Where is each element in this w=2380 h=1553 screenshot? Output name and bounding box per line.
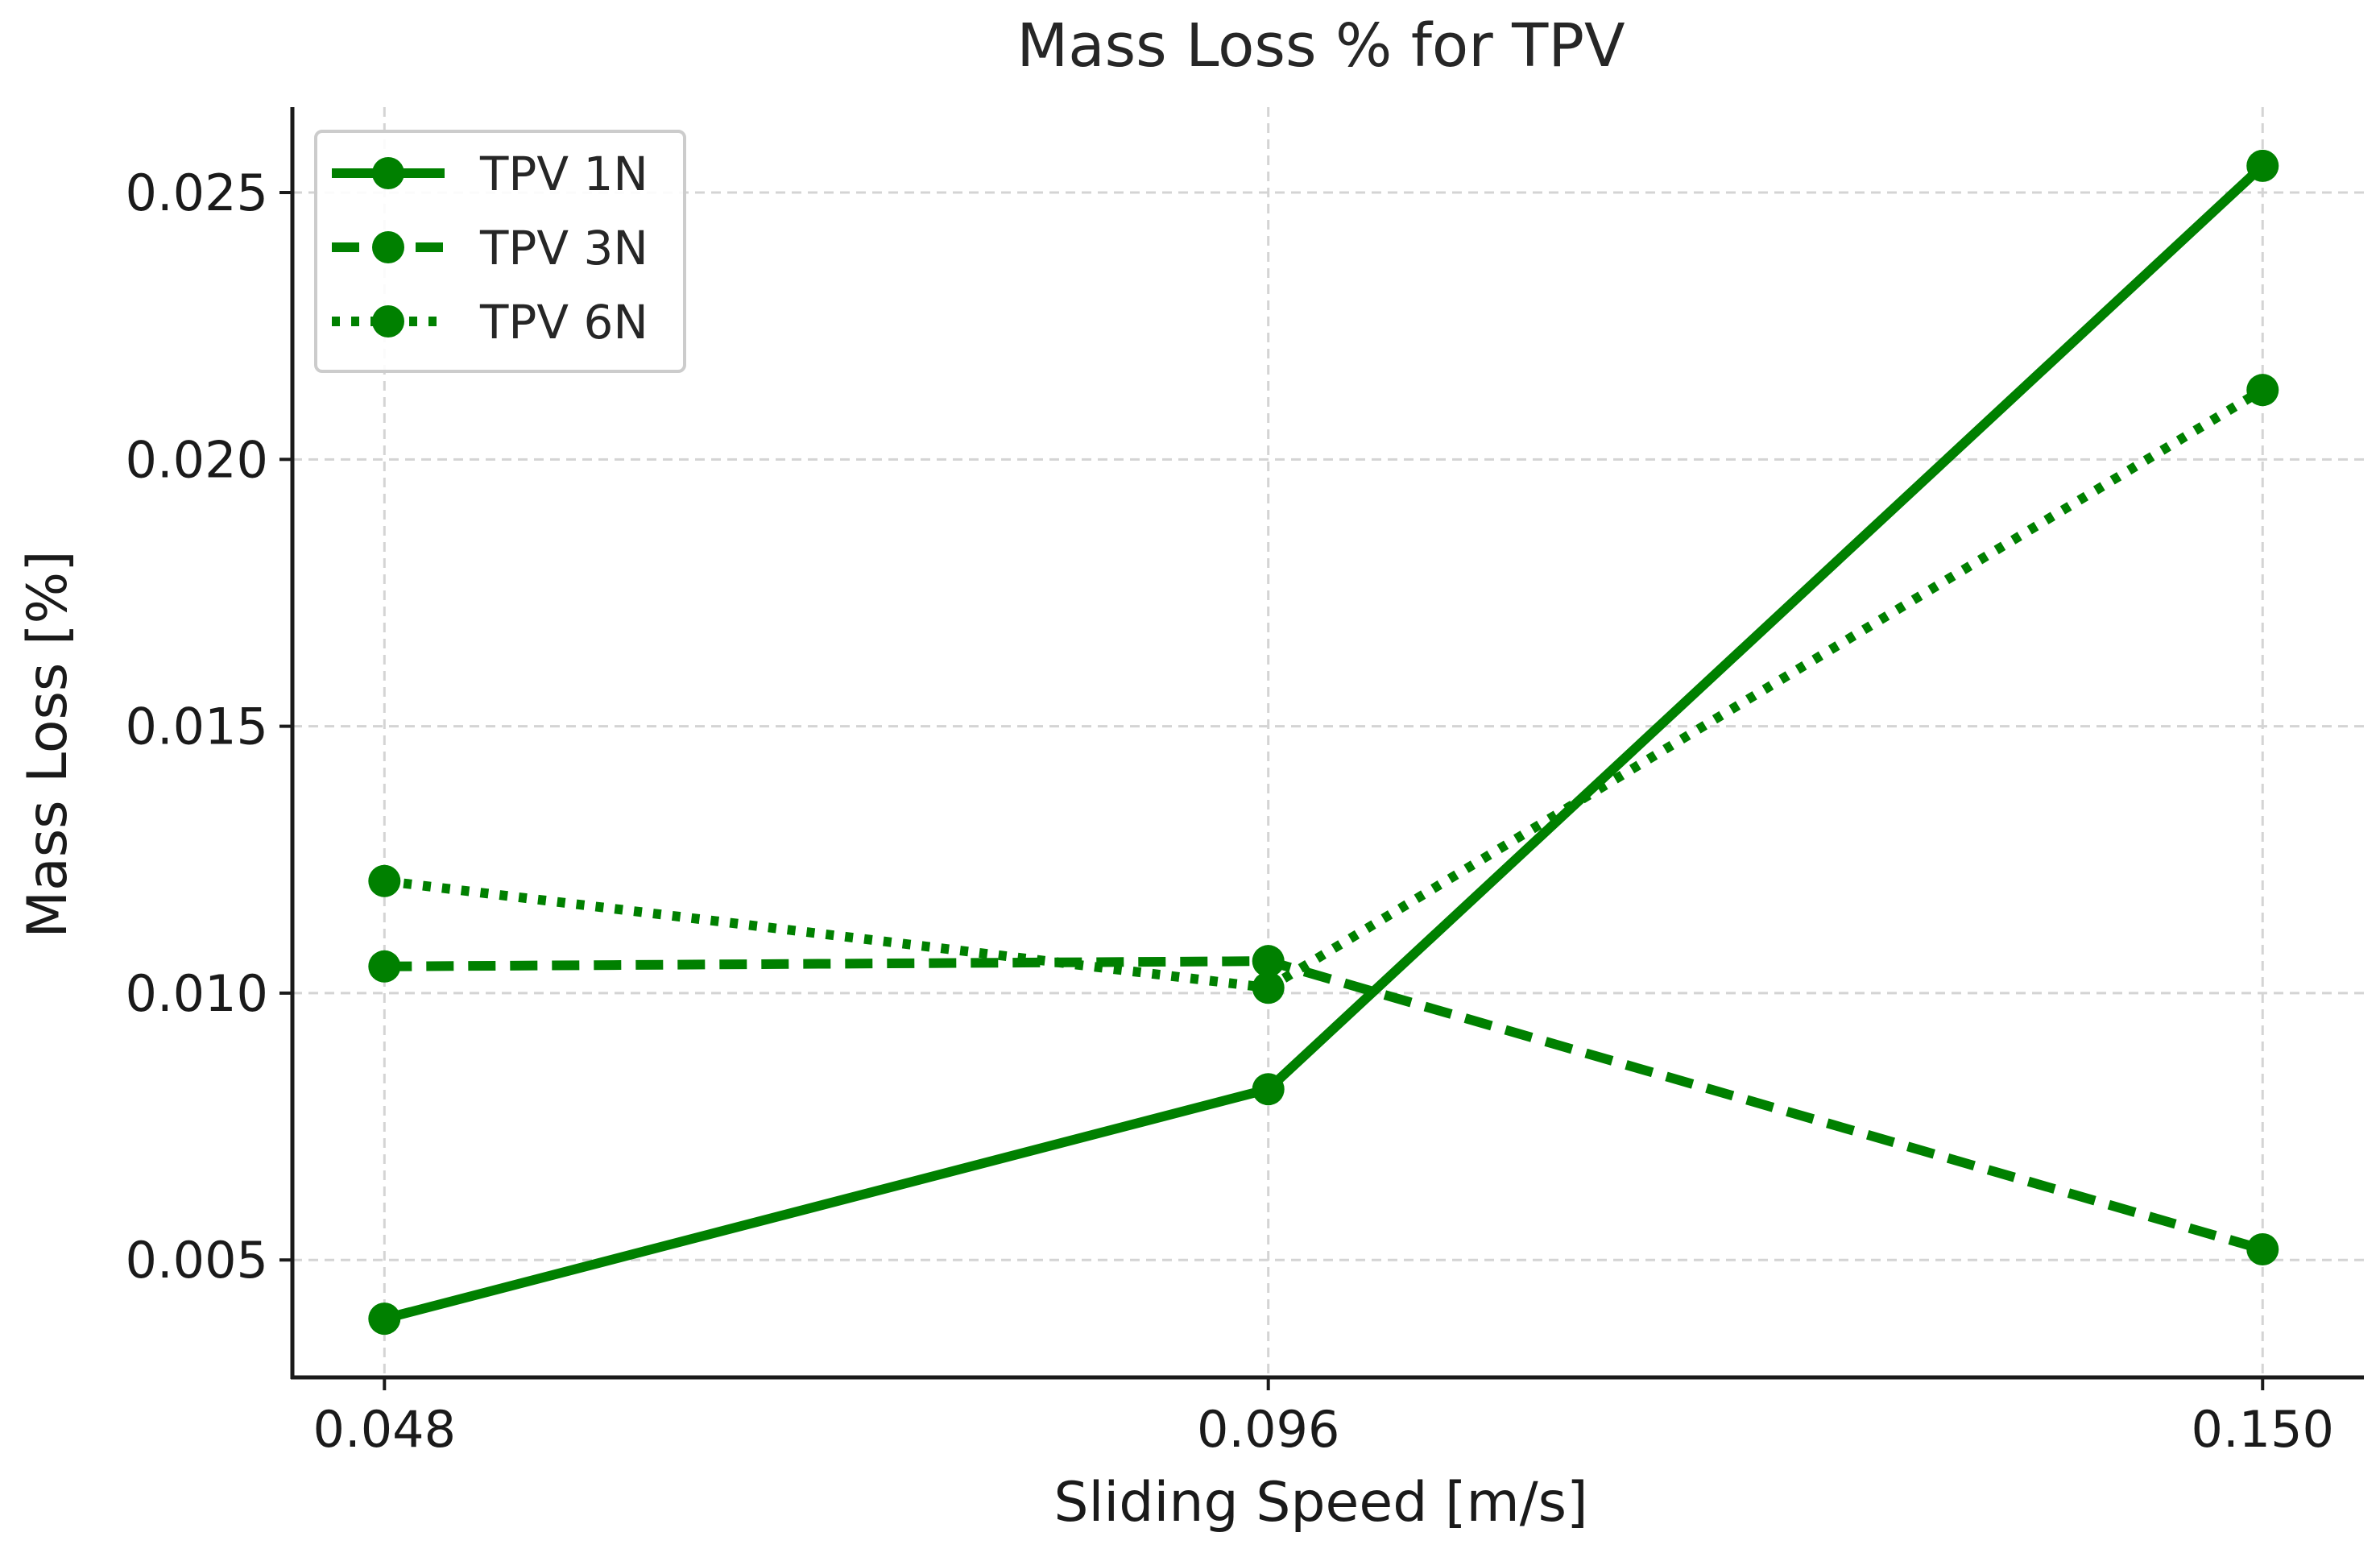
data-point-tpv-3n-2 xyxy=(2246,1232,2279,1265)
legend-label-tpv-3n: TPV 3N xyxy=(479,221,648,275)
axes-spines xyxy=(290,107,2364,1380)
series-tpv-1n xyxy=(368,149,2279,1336)
data-point-tpv-1n-0 xyxy=(368,1302,401,1336)
y-tick-label: 0.010 xyxy=(126,964,269,1023)
data-point-tpv-6n-0 xyxy=(368,864,401,897)
x-axis-label: Sliding Speed [m/s] xyxy=(1053,1471,1587,1534)
x-tick-label: 0.096 xyxy=(1197,1400,1340,1459)
data-point-tpv-6n-1 xyxy=(1252,971,1285,1004)
legend-marker-tpv-1n xyxy=(372,157,404,189)
legend-marker-tpv-3n xyxy=(372,231,404,263)
data-point-tpv-1n-2 xyxy=(2246,149,2279,182)
data-point-tpv-3n-1 xyxy=(1252,945,1285,978)
data-point-tpv-1n-1 xyxy=(1252,1073,1285,1106)
legend-box xyxy=(314,130,686,373)
x-tick-label: 0.150 xyxy=(2192,1400,2335,1459)
legend: TPV 1N TPV 3N TPV 6N xyxy=(314,130,686,373)
y-tick-label: 0.005 xyxy=(126,1231,269,1290)
data-point-tpv-3n-0 xyxy=(368,950,401,983)
y-tick-label: 0.015 xyxy=(126,698,269,756)
legend-label-tpv-1n: TPV 1N xyxy=(479,147,648,201)
y-tick-label: 0.025 xyxy=(126,164,269,222)
x-axis-ticks: 0.048 0.096 0.150 xyxy=(313,1377,2334,1459)
series-layer xyxy=(368,149,2279,1336)
legend-marker-tpv-6n xyxy=(372,305,404,338)
y-tick-label: 0.020 xyxy=(126,430,269,489)
data-point-tpv-6n-2 xyxy=(2246,374,2279,407)
series-line-tpv-3n xyxy=(384,956,2264,1254)
series-tpv-6n xyxy=(368,374,2279,1004)
chart-title: Mass Loss % for TPV xyxy=(1016,11,1625,81)
series-line-tpv-6n xyxy=(383,386,2266,993)
y-axis-ticks: 0.005 0.010 0.015 0.020 0.025 xyxy=(126,164,292,1290)
x-tick-label: 0.048 xyxy=(313,1400,457,1459)
y-axis-label: Mass Loss [%] xyxy=(16,550,80,938)
legend-label-tpv-6n: TPV 6N xyxy=(479,295,648,350)
series-tpv-3n xyxy=(368,945,2279,1265)
